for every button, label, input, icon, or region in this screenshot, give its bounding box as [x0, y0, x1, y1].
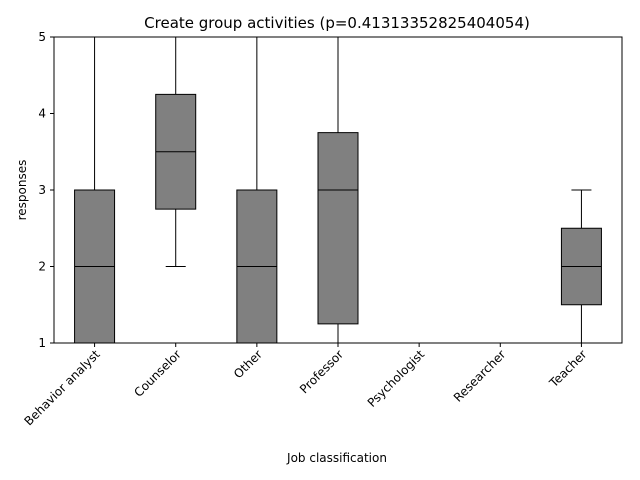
x-tick-label-other: Other — [231, 347, 265, 381]
x-tick-label-researcher: Researcher — [451, 347, 509, 405]
y-tick-label-2: 2 — [38, 260, 46, 274]
box-professor — [317, 132, 359, 325]
x-tick-label-professor: Professor — [297, 347, 346, 396]
y-tick-label-1: 1 — [38, 336, 46, 350]
x-tick-label-counselor: Counselor — [131, 347, 183, 399]
x-axis-label: Job classification — [286, 451, 387, 465]
x-tick-label-teacher: Teacher — [546, 347, 590, 391]
y-tick-label-4: 4 — [38, 107, 46, 121]
x-tick-label-psychologist: Psychologist — [365, 347, 428, 410]
chart-title: Create group activities (p=0.41313352825… — [144, 14, 530, 32]
x-tick-label-behavior-analyst: Behavior analyst — [22, 347, 103, 428]
plot-area: 1 2 3 4 5 Behavior analyst Counselor Other Profe… — [22, 30, 623, 428]
y-tick-label-5: 5 — [38, 30, 46, 44]
y-tick-label-3: 3 — [38, 183, 46, 197]
y-axis-label: responses — [15, 160, 29, 221]
